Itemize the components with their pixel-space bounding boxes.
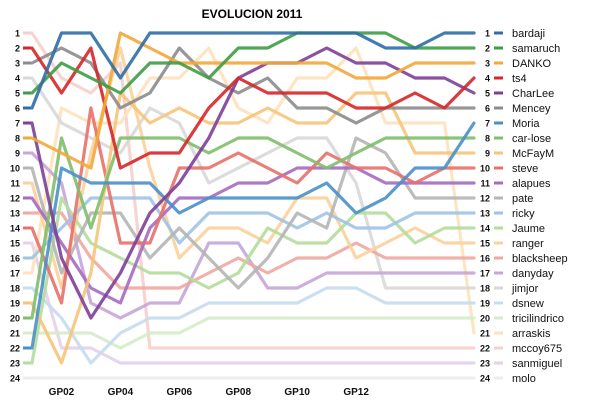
y-tick-label: 21 — [10, 329, 20, 339]
series-line-Jaume — [30, 196, 476, 365]
legend-rank: 4 — [485, 74, 490, 84]
y-tick-label: 1 — [15, 29, 20, 39]
y-tick-label: 2 — [15, 44, 20, 54]
legend-label-blacksheep: blacksheep — [512, 253, 568, 265]
legend-label-DANKO: DANKO — [512, 58, 552, 70]
y-tick-label: 12 — [10, 194, 20, 204]
legend-rank: 10 — [480, 164, 490, 174]
x-tick-label: GP02 — [49, 387, 75, 398]
legend-label-mccoy675: mccoy675 — [512, 343, 562, 355]
legend-label-molo: molo — [512, 373, 536, 385]
legend-label-ts4: ts4 — [512, 73, 527, 85]
legend-label-arraskis: arraskis — [512, 328, 551, 340]
series-line-DANKO — [30, 31, 476, 170]
series-line-samaruch — [30, 31, 476, 95]
y-tick-label: 17 — [10, 269, 20, 279]
y-tick-label: 11 — [10, 179, 20, 189]
y-tick-label: 18 — [10, 284, 20, 294]
y-tick-label: 7 — [15, 119, 20, 129]
series-line-dsnew — [30, 286, 476, 365]
x-axis: GP02 GP04 GP06 GP08 GP10 GP12 — [49, 387, 370, 398]
legend-rank: 13 — [480, 209, 490, 219]
x-tick-label: GP04 — [108, 387, 134, 398]
legend-label-CharLee: CharLee — [512, 88, 554, 100]
legend-rank: 19 — [480, 299, 490, 309]
legend-rank: 8 — [485, 134, 490, 144]
legend-label-Moria: Moria — [512, 118, 540, 130]
legend-label-Jaume: Jaume — [512, 223, 545, 235]
legend-rank: 7 — [485, 119, 490, 129]
series-line-tricilindrico — [30, 316, 476, 350]
legend-label-samaruch: samaruch — [512, 43, 560, 55]
legend-label-jimjor: jimjor — [511, 283, 539, 295]
y-tick-label: 3 — [15, 59, 20, 69]
series-line-mccoy675 — [30, 31, 476, 350]
legend-rank: 2 — [485, 44, 490, 54]
y-tick-label: 15 — [10, 239, 20, 249]
legend-rank: 22 — [480, 344, 490, 354]
series-line-Moria — [30, 121, 476, 350]
y-tick-label: 24 — [10, 374, 20, 384]
legend-rank: 1 — [485, 29, 490, 39]
legend-label-Mencey: Mencey — [512, 103, 551, 115]
legend-rank: 11 — [480, 179, 490, 189]
series-line-ts4 — [30, 46, 476, 170]
legend-label-steve: steve — [512, 163, 538, 175]
y-tick-label: 8 — [15, 134, 20, 144]
legend-rank: 9 — [485, 149, 490, 159]
y-tick-label: 6 — [15, 104, 20, 114]
legend-rank: 23 — [480, 359, 490, 369]
legend-rank: 21 — [480, 329, 490, 339]
right-legend: 1 bardaji 2 samaruch 3 DANKO 4 ts4 5 CharLee 6 Menc… — [480, 28, 568, 385]
legend-label-danyday: danyday — [512, 268, 554, 280]
legend-rank: 18 — [480, 284, 490, 294]
legend-label-pate: pate — [512, 193, 533, 205]
y-tick-label: 22 — [10, 344, 20, 354]
legend-label-tricilindrico: tricilindrico — [512, 313, 564, 325]
legend-label-car-lose: car-lose — [512, 133, 551, 145]
y-tick-label: 9 — [15, 149, 20, 159]
series-line-sanmiguel — [30, 241, 476, 365]
legend-rank: 17 — [480, 269, 490, 279]
legend-rank: 3 — [485, 59, 490, 69]
y-tick-label: 23 — [10, 359, 20, 369]
legend-label-alapues: alapues — [512, 178, 551, 190]
legend-rank: 16 — [480, 254, 490, 264]
y-tick-label: 14 — [10, 224, 20, 234]
y-tick-label: 5 — [15, 89, 20, 99]
legend-label-McFayM: McFayM — [512, 148, 554, 160]
y-tick-label: 4 — [15, 74, 20, 84]
series-lines — [30, 31, 476, 380]
legend-rank: 5 — [485, 89, 490, 99]
y-tick-label: 13 — [10, 209, 20, 219]
y-tick-label: 16 — [10, 254, 20, 264]
x-tick-label: GP08 — [225, 387, 251, 398]
y-tick-label: 20 — [10, 314, 20, 324]
legend-label-ricky: ricky — [512, 208, 535, 220]
legend-label-ranger: ranger — [512, 238, 544, 250]
x-tick-label: GP10 — [284, 387, 310, 398]
legend-rank: 14 — [480, 224, 490, 234]
legend-label-sanmiguel: sanmiguel — [512, 358, 562, 370]
y-tick-label: 10 — [10, 164, 20, 174]
legend-label-dsnew: dsnew — [512, 298, 544, 310]
series-line-blacksheep — [30, 211, 476, 290]
series-line-ricky — [30, 196, 476, 260]
chart-title: EVOLUCION 2011 — [202, 7, 303, 21]
y-tick-label: 19 — [10, 299, 20, 309]
legend-rank: 6 — [485, 104, 490, 114]
x-tick-label: GP12 — [343, 387, 369, 398]
series-line-bardaji — [30, 31, 476, 110]
legend-rank: 12 — [480, 194, 490, 204]
legend-rank: 15 — [480, 239, 490, 249]
legend-rank: 20 — [480, 314, 490, 324]
legend-rank: 24 — [480, 374, 490, 384]
legend-label-bardaji: bardaji — [512, 28, 545, 40]
x-tick-label: GP06 — [167, 387, 193, 398]
